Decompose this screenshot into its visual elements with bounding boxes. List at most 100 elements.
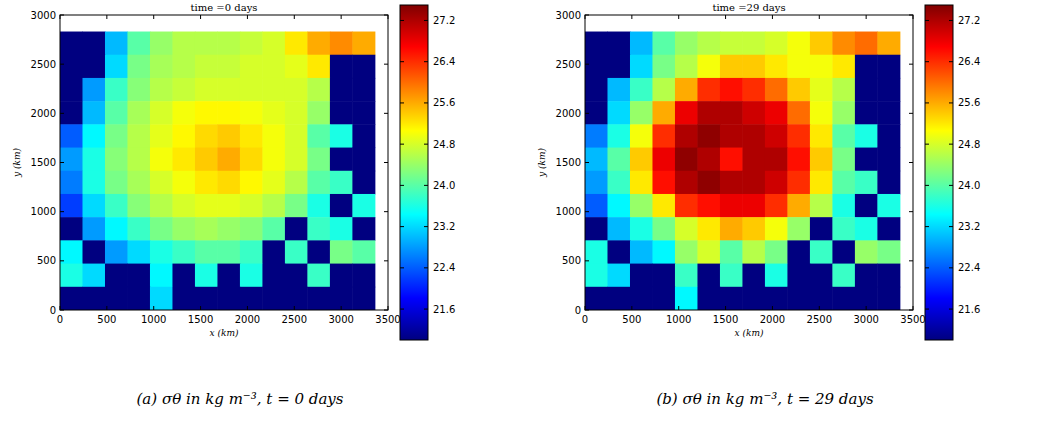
cell bbox=[697, 124, 720, 148]
x-tick bbox=[153, 306, 154, 310]
cell bbox=[630, 124, 653, 148]
cell bbox=[262, 148, 285, 172]
cell bbox=[240, 240, 263, 264]
x-tick bbox=[585, 306, 586, 310]
cell bbox=[787, 240, 810, 264]
colorbar-tick bbox=[400, 144, 404, 145]
y-tick bbox=[60, 15, 64, 16]
colorbar-tick bbox=[424, 144, 428, 145]
cell bbox=[630, 194, 653, 218]
y-tick bbox=[384, 64, 388, 65]
cell bbox=[855, 78, 878, 102]
colorbar-tick bbox=[400, 226, 404, 227]
cell bbox=[105, 240, 128, 264]
cell bbox=[217, 32, 240, 56]
cell bbox=[352, 194, 375, 218]
cell bbox=[742, 124, 765, 148]
cell bbox=[877, 55, 900, 79]
cell bbox=[285, 124, 308, 148]
colorbar-tick bbox=[949, 144, 953, 145]
cell bbox=[607, 217, 630, 241]
cell bbox=[630, 240, 653, 264]
cell bbox=[307, 101, 330, 125]
x-axis-title: x (km) bbox=[735, 328, 764, 338]
cell bbox=[697, 101, 720, 125]
cell bbox=[307, 171, 330, 195]
x-tick bbox=[388, 15, 389, 19]
colorbar-tick bbox=[400, 61, 404, 62]
cell bbox=[855, 55, 878, 79]
cell bbox=[60, 78, 83, 102]
cell bbox=[832, 240, 855, 264]
x-tick bbox=[913, 15, 914, 19]
cell bbox=[675, 148, 698, 172]
cell bbox=[720, 124, 743, 148]
y-tick-label: 3000 bbox=[31, 10, 56, 21]
cells bbox=[585, 32, 900, 310]
cell bbox=[675, 240, 698, 264]
cell bbox=[832, 287, 855, 310]
cell bbox=[60, 264, 83, 288]
x-tick bbox=[585, 15, 586, 19]
cell bbox=[217, 101, 240, 125]
cell bbox=[217, 124, 240, 148]
cell bbox=[877, 124, 900, 148]
cell bbox=[127, 148, 150, 172]
x-tick bbox=[247, 306, 248, 310]
x-tick bbox=[819, 306, 820, 310]
cell bbox=[607, 55, 630, 79]
colorbar-tick bbox=[400, 185, 404, 186]
cell bbox=[285, 55, 308, 79]
cell bbox=[172, 194, 195, 218]
y-tick bbox=[384, 113, 388, 114]
cell bbox=[172, 78, 195, 102]
cell bbox=[652, 148, 675, 172]
cell bbox=[855, 32, 878, 56]
cell bbox=[307, 264, 330, 288]
cell bbox=[105, 264, 128, 288]
cell bbox=[172, 124, 195, 148]
cell bbox=[877, 194, 900, 218]
colorbar-tick bbox=[424, 61, 428, 62]
colorbar-tick bbox=[949, 267, 953, 268]
cell bbox=[105, 32, 128, 56]
colorbar-tick bbox=[424, 20, 428, 21]
y-tick bbox=[909, 211, 913, 212]
cell bbox=[607, 287, 630, 310]
cell bbox=[720, 101, 743, 125]
cell bbox=[652, 32, 675, 56]
cell bbox=[832, 78, 855, 102]
cell bbox=[195, 124, 218, 148]
x-tick bbox=[106, 15, 107, 19]
cell bbox=[262, 55, 285, 79]
colorbar-tick bbox=[949, 20, 953, 21]
y-tick bbox=[384, 211, 388, 212]
cell bbox=[127, 287, 150, 310]
colorbar-tick-label: 24.0 bbox=[433, 180, 455, 191]
cell bbox=[832, 217, 855, 241]
cell bbox=[697, 287, 720, 310]
cell bbox=[832, 171, 855, 195]
colorbar-tick bbox=[949, 226, 953, 227]
cell bbox=[765, 78, 788, 102]
cell bbox=[630, 287, 653, 310]
plot-frame bbox=[60, 15, 388, 310]
cell bbox=[607, 124, 630, 148]
cell bbox=[675, 55, 698, 79]
cell bbox=[307, 32, 330, 56]
cell bbox=[787, 78, 810, 102]
cell bbox=[285, 171, 308, 195]
cell bbox=[82, 171, 105, 195]
cell bbox=[630, 217, 653, 241]
caption: (a) σθ in kg m⁻³, t = 0 days bbox=[137, 390, 344, 408]
cell bbox=[720, 264, 743, 288]
colorbar-tick-label: 21.6 bbox=[958, 304, 980, 315]
cell bbox=[787, 171, 810, 195]
y-tick bbox=[60, 211, 64, 212]
cell bbox=[765, 101, 788, 125]
colorbar-tick bbox=[424, 226, 428, 227]
y-tick bbox=[585, 64, 589, 65]
colorbar-tick bbox=[925, 226, 929, 227]
colorbar-tick bbox=[424, 267, 428, 268]
x-tick-label: 3000 bbox=[853, 314, 878, 325]
